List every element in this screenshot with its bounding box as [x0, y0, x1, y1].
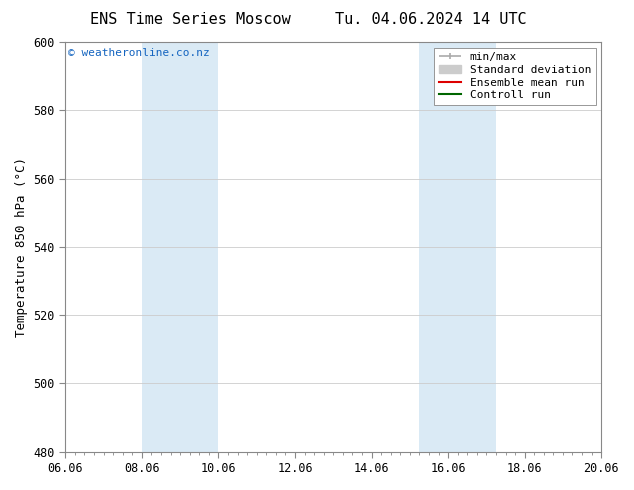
Text: ENS Time Series Moscow: ENS Time Series Moscow [90, 12, 290, 27]
Text: © weatheronline.co.nz: © weatheronline.co.nz [68, 48, 210, 58]
Text: Tu. 04.06.2024 14 UTC: Tu. 04.06.2024 14 UTC [335, 12, 527, 27]
Y-axis label: Temperature 850 hPa (°C): Temperature 850 hPa (°C) [15, 157, 28, 337]
Bar [419, 42, 496, 452]
Bar [142, 42, 219, 452]
Legend: min/max, Standard deviation, Ensemble mean run, Controll run: min/max, Standard deviation, Ensemble me… [434, 48, 595, 105]
